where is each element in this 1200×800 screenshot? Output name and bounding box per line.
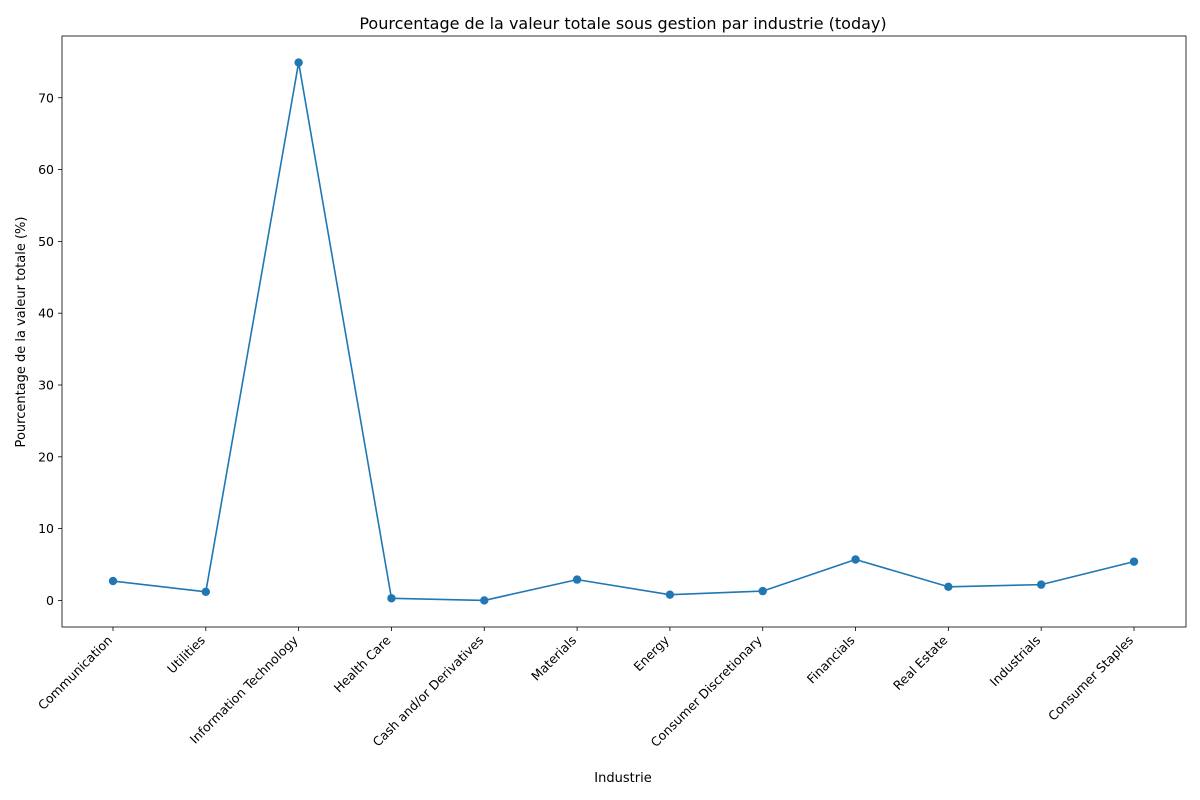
y-tick-label-6: 60 <box>38 162 54 177</box>
plot-area: 0 10 20 30 40 50 60 70 Communication UtilitiesInf… <box>35 35 1187 750</box>
data-point-1 <box>201 587 211 597</box>
y-tick-label-3: 30 <box>38 377 54 392</box>
data-point-11 <box>1129 557 1139 566</box>
y-tick-label-2: 20 <box>38 449 54 464</box>
plot-frame <box>61 35 1187 628</box>
data-point-5 <box>572 575 582 584</box>
series-line <box>112 61 1135 602</box>
y-tick-label-0: 0 <box>46 593 54 608</box>
y-tick-label-4: 40 <box>38 306 54 321</box>
data-point-9 <box>944 582 953 591</box>
x-tick-label-1: Utilities <box>164 633 208 677</box>
x-tick-label-9: Real Estate <box>890 632 951 693</box>
y-axis-label: Pourcentage de la valeur totale (%) <box>14 217 29 448</box>
x-tick-label-11: Consumer Staples <box>1045 633 1136 724</box>
y-tick-label-1: 10 <box>38 521 54 536</box>
x-axis-label: Industrie <box>594 771 651 786</box>
x-tick-label-4: Cash and/or Derivatives <box>370 633 487 750</box>
data-point-2 <box>294 58 303 67</box>
y-tick-label-7: 70 <box>38 90 54 105</box>
data-point-6 <box>665 590 675 599</box>
x-tick-label-5: Materials <box>528 633 579 684</box>
y-tick-label-5: 50 <box>38 234 54 249</box>
x-tick-label-6: Energy <box>630 632 672 674</box>
x-tick-label-2: Information Technology <box>187 632 302 747</box>
data-point-10 <box>1036 580 1046 589</box>
data-point-8 <box>851 555 860 564</box>
data-point-3 <box>387 594 396 603</box>
data-point-7 <box>758 586 767 596</box>
chart-title: Pourcentage de la valeur totale sous ges… <box>359 14 886 33</box>
x-tick-label-0: Communication <box>35 633 115 713</box>
data-point-4 <box>480 596 489 605</box>
data-point-0 <box>108 576 118 586</box>
x-tick-label-8: Financials <box>804 633 858 687</box>
x-tick-label-10: Industrials <box>987 633 1044 690</box>
x-tick-label-3: Health Care <box>331 632 394 695</box>
